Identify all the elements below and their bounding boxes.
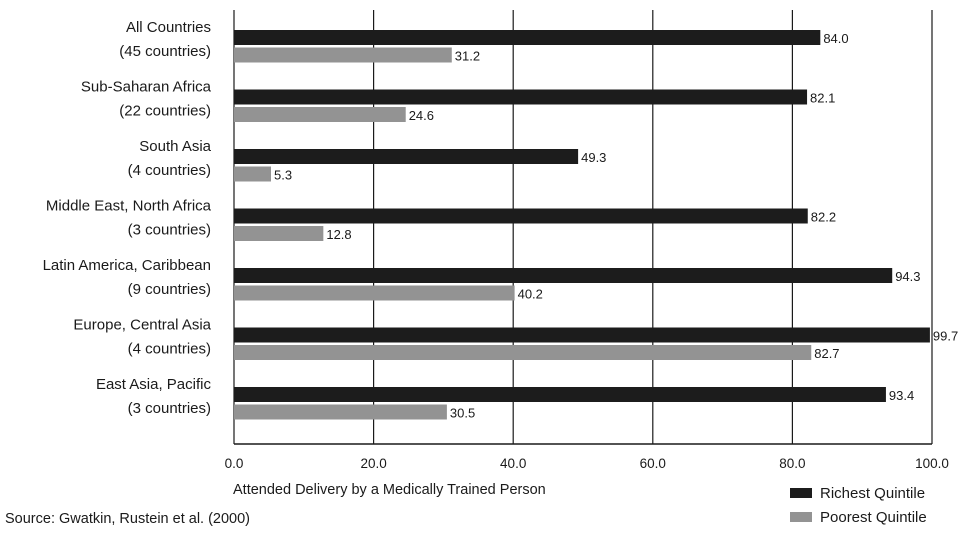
category-label-0-line2: (45 countries)	[119, 43, 211, 60]
label-layer: All Countries (45 countries) 84.0 31.2 Sub-S…	[43, 19, 959, 421]
category-label-5-line2: (4 countries)	[128, 341, 211, 358]
category-label-4-line2: (9 countries)	[128, 281, 211, 298]
category-label-2-line1: South Asia	[139, 138, 211, 155]
bar-richest-2	[234, 149, 579, 164]
category-label-6-line2: (3 countries)	[128, 400, 211, 417]
value-label-richest-5: 99.7	[933, 329, 958, 344]
legend-swatch-poorest	[790, 512, 812, 522]
grid-layer	[233, 10, 933, 444]
bar-poorest-6	[234, 404, 447, 420]
bar-layer	[234, 30, 930, 420]
bar-richest-5	[234, 327, 930, 343]
value-label-poorest-3: 12.8	[326, 227, 351, 242]
source-note: Source: Gwatkin, Rustein et al. (2000)	[5, 511, 250, 527]
axis-layer: 0.0 20.0 40.0 60.0 80.0 100.0	[225, 443, 949, 471]
category-label-3-line2: (3 countries)	[128, 222, 211, 239]
x-tick-label-0: 0.0	[225, 456, 244, 471]
category-label-5-line1: Europe, Central Asia	[73, 317, 211, 334]
x-tick-label-4: 80.0	[779, 456, 805, 471]
bar-richest-4	[234, 268, 893, 283]
value-label-poorest-5: 82.7	[814, 346, 839, 361]
legend: Richest Quintile Poorest Quintile	[790, 485, 927, 526]
x-axis-title: Attended Delivery by a Medically Trained…	[233, 482, 546, 498]
value-label-richest-2: 49.3	[581, 150, 606, 165]
category-label-0-line1: All Countries	[126, 19, 211, 36]
x-tick-label-2: 40.0	[500, 456, 526, 471]
category-label-6-line1: East Asia, Pacific	[96, 376, 212, 393]
value-label-richest-6: 93.4	[889, 388, 914, 403]
x-tick-label-3: 60.0	[640, 456, 666, 471]
bar-richest-3	[234, 208, 808, 224]
x-tick-label-5: 100.0	[915, 456, 949, 471]
legend-label-poorest: Poorest Quintile	[820, 509, 927, 526]
category-label-4-line1: Latin America, Caribbean	[43, 257, 211, 274]
category-label-1-line2: (22 countries)	[119, 103, 211, 120]
legend-swatch-richest	[790, 488, 812, 498]
bar-poorest-0	[234, 47, 452, 63]
value-label-poorest-2: 5.3	[274, 168, 292, 183]
bar-poorest-5	[234, 345, 812, 360]
value-label-richest-4: 94.3	[895, 269, 920, 284]
value-label-poorest-4: 40.2	[518, 287, 543, 302]
category-label-1-line1: Sub-Saharan Africa	[81, 79, 212, 96]
value-label-richest-3: 82.2	[811, 210, 836, 225]
bar-poorest-4	[234, 285, 515, 301]
bar-richest-0	[234, 30, 821, 45]
bar-poorest-2	[234, 166, 271, 182]
x-tick-label-1: 20.0	[360, 456, 386, 471]
value-label-richest-1: 82.1	[810, 91, 835, 106]
bar-poorest-3	[234, 226, 324, 241]
bar-richest-1	[234, 89, 808, 105]
value-label-richest-0: 84.0	[823, 31, 848, 46]
category-label-2-line2: (4 countries)	[128, 162, 211, 179]
value-label-poorest-0: 31.2	[455, 49, 480, 64]
bar-poorest-1	[234, 107, 406, 122]
bar-richest-6	[234, 387, 886, 402]
value-label-poorest-1: 24.6	[409, 108, 434, 123]
legend-label-richest: Richest Quintile	[820, 485, 925, 502]
category-label-3-line1: Middle East, North Africa	[46, 198, 212, 215]
value-label-poorest-6: 30.5	[450, 406, 475, 421]
